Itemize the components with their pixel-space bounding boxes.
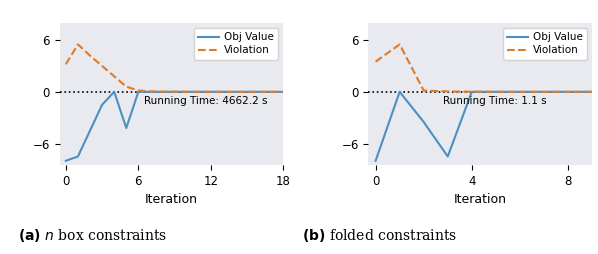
Legend: Obj Value, Violation: Obj Value, Violation [502,28,587,59]
Obj Value [159,90,166,93]
Obj Value [171,90,178,93]
Violation [565,90,572,93]
Line: Obj Value: Obj Value [66,92,283,161]
Obj Value [256,90,263,93]
Violation [87,54,94,57]
Violation [74,43,81,46]
Obj Value [123,126,130,130]
Violation [195,90,202,93]
Violation [492,90,499,93]
Violation [468,90,475,93]
Obj Value [444,155,451,158]
Violation [62,63,69,66]
Obj Value [208,90,215,93]
Violation [541,90,548,93]
Obj Value [372,159,379,162]
Violation [208,90,215,93]
Violation [268,90,275,93]
Violation [135,89,142,92]
X-axis label: Iteration: Iteration [454,193,507,207]
Text: Running Time: 4662.2 s: Running Time: 4662.2 s [144,96,268,106]
Violation [243,90,251,93]
Obj Value [135,90,142,93]
Text: $\mathbf{(b)}$ folded constraints: $\mathbf{(b)}$ folded constraints [302,227,457,244]
Obj Value [516,90,523,93]
Violation [420,89,428,92]
Violation [280,90,287,93]
Obj Value [147,90,154,93]
Text: $\mathbf{(a)}$$\ n\ $box constraints: $\mathbf{(a)}$$\ n\ $box constraints [18,227,167,244]
Obj Value [183,90,190,93]
Obj Value [74,155,81,158]
Obj Value [268,90,275,93]
Violation [159,90,166,93]
Violation [256,90,263,93]
Text: Running Time: 1.1 s: Running Time: 1.1 s [443,96,547,106]
Obj Value [492,90,499,93]
Obj Value [99,103,106,106]
Violation [219,90,227,93]
Line: Violation: Violation [376,44,592,92]
Violation [372,60,379,63]
Violation [444,90,451,93]
Legend: Obj Value, Violation: Obj Value, Violation [194,28,278,59]
Violation [99,65,106,68]
Obj Value [588,90,596,93]
Obj Value [243,90,251,93]
Violation [231,90,239,93]
Obj Value [219,90,227,93]
Violation [588,90,596,93]
Obj Value [195,90,202,93]
Line: Violation: Violation [66,44,283,92]
Line: Obj Value: Obj Value [376,92,592,161]
Violation [123,85,130,88]
Violation [111,75,118,78]
X-axis label: Iteration: Iteration [145,193,198,207]
Violation [396,43,403,46]
Obj Value [280,90,287,93]
Violation [147,90,154,93]
Obj Value [468,90,475,93]
Obj Value [541,90,548,93]
Obj Value [565,90,572,93]
Obj Value [62,159,69,162]
Obj Value [87,129,94,132]
Violation [183,90,190,93]
Obj Value [396,90,403,93]
Violation [516,90,523,93]
Violation [171,90,178,93]
Obj Value [420,120,428,123]
Obj Value [111,90,118,93]
Obj Value [231,90,239,93]
